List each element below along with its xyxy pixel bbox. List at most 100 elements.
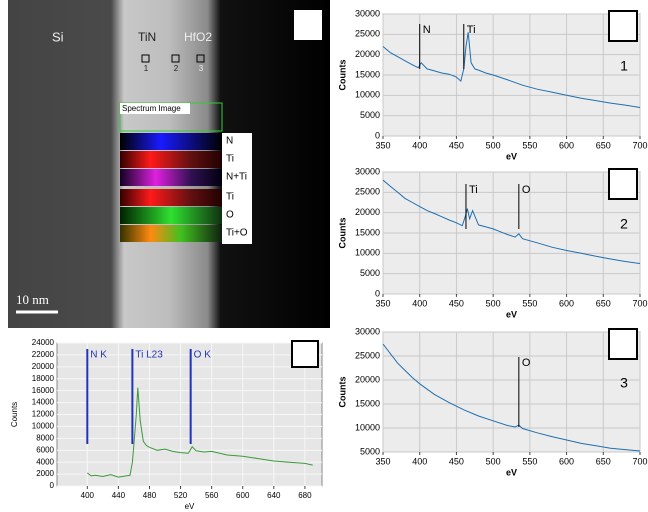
- x-tick-label: 600: [236, 491, 250, 500]
- x-tick-label: 500: [486, 456, 501, 466]
- plot-area: [382, 331, 641, 453]
- blank-box: [608, 10, 638, 42]
- point-box: [196, 54, 205, 63]
- x-tick-label: 560: [205, 491, 219, 500]
- y-tick-label: 24000: [32, 338, 55, 347]
- region-label: TiN: [138, 30, 156, 44]
- y-axis-label: Counts: [337, 60, 347, 91]
- spectrum-line: [382, 179, 641, 264]
- annotation-label: Ti L23: [135, 350, 163, 361]
- blank-box: [294, 10, 322, 40]
- spectrum-line: [86, 387, 313, 478]
- x-tick-label: 350: [375, 456, 390, 466]
- map-row: [120, 189, 222, 206]
- y-tick-label: 5000: [360, 268, 380, 278]
- channel-label: Ti: [226, 154, 234, 165]
- x-tick-label: 480: [143, 491, 157, 500]
- y-tick-label: 30000: [355, 166, 380, 176]
- x-tick-label: 550: [522, 140, 537, 150]
- y-tick-label: 20000: [355, 207, 380, 217]
- x-tick-label: 450: [449, 298, 464, 308]
- y-tick-label: 15000: [355, 227, 380, 237]
- y-tick-label: 20000: [355, 374, 380, 384]
- y-axis-label: Counts: [337, 218, 347, 249]
- channel-label: Ti: [226, 192, 234, 203]
- y-tick-label: 15000: [355, 398, 380, 408]
- blank-box: [608, 168, 638, 200]
- y-tick-label: 30000: [355, 326, 380, 336]
- y-tick-label: 10000: [355, 422, 380, 432]
- x-axis-label: eV: [506, 151, 517, 161]
- y-tick-label: 10000: [355, 248, 380, 258]
- map-row: [120, 133, 222, 150]
- blank-box: [291, 340, 319, 368]
- x-tick-label: 450: [449, 140, 464, 150]
- y-tick-label: 25000: [355, 350, 380, 360]
- y-tick-label: 0: [375, 288, 380, 298]
- x-tick-label: 550: [522, 298, 537, 308]
- y-tick-label: 6000: [36, 445, 54, 454]
- map-row: [120, 207, 222, 224]
- x-axis-label: eV: [185, 502, 195, 511]
- spectrum-tab: [120, 103, 190, 114]
- x-tick-label: 350: [375, 140, 390, 150]
- map-row: [120, 151, 222, 168]
- annotation-label: O K: [194, 350, 212, 361]
- channel-label: N: [226, 136, 233, 147]
- x-tick-label: 400: [412, 456, 427, 466]
- y-tick-label: 25000: [355, 29, 380, 39]
- y-tick-label: 5000: [360, 110, 380, 120]
- channel-label: N+Ti: [226, 172, 247, 183]
- x-tick-label: 450: [449, 456, 464, 466]
- x-tick-label: 650: [596, 298, 611, 308]
- channel-label: O: [226, 210, 234, 221]
- x-tick-label: 700: [632, 140, 647, 150]
- y-tick-label: 22000: [32, 350, 55, 359]
- y-tick-label: 2000: [36, 469, 54, 478]
- x-tick-label: 440: [112, 491, 126, 500]
- panel-label: 3: [620, 375, 628, 391]
- annotation-label: O: [522, 184, 531, 196]
- x-axis-label: eV: [506, 309, 517, 319]
- x-tick-label: 600: [559, 456, 574, 466]
- x-tick-label: 650: [596, 140, 611, 150]
- y-tick-label: 15000: [355, 69, 380, 79]
- annotation-label: Ti: [469, 184, 478, 196]
- annotation-label: N K: [90, 350, 107, 361]
- annotation-label: N: [423, 24, 431, 36]
- y-tick-label: 14000: [32, 398, 55, 407]
- y-tick-label: 10000: [355, 90, 380, 100]
- region-label: HfO2: [184, 30, 212, 44]
- x-tick-label: 700: [632, 298, 647, 308]
- y-tick-label: 10000: [32, 422, 55, 431]
- spectrum-title: Spectrum Image: [122, 104, 181, 113]
- x-tick-label: 500: [486, 140, 501, 150]
- y-tick-label: 5000: [360, 446, 380, 456]
- y-axis-label: Counts: [337, 377, 347, 408]
- x-tick-label: 600: [559, 298, 574, 308]
- y-tick-label: 12000: [32, 410, 55, 419]
- y-tick-label: 25000: [355, 187, 380, 197]
- x-tick-label: 520: [174, 491, 188, 500]
- point-label: 1: [144, 64, 149, 73]
- y-tick-label: 0: [50, 481, 55, 490]
- annotation-label: O: [522, 357, 531, 369]
- spectrum-line: [382, 32, 641, 108]
- y-tick-label: 0: [375, 130, 380, 140]
- x-tick-label: 550: [522, 456, 537, 466]
- y-tick-label: 4000: [36, 457, 54, 466]
- x-tick-label: 650: [596, 456, 611, 466]
- x-axis-label: eV: [506, 467, 517, 477]
- x-tick-label: 350: [375, 298, 390, 308]
- x-tick-label: 680: [298, 491, 312, 500]
- x-tick-label: 600: [559, 140, 574, 150]
- channel-label: Ti+O: [226, 228, 248, 239]
- annotation-label: Ti: [467, 24, 476, 36]
- panel-label: 2: [620, 216, 628, 232]
- y-tick-label: 30000: [355, 8, 380, 18]
- tem-image: Si TiN HfO2 1 2 3 Spectrum Image N Ti N+…: [8, 0, 330, 328]
- channel-panel: [222, 133, 252, 244]
- region-label: Si: [52, 29, 64, 44]
- x-tick-label: 700: [632, 456, 647, 466]
